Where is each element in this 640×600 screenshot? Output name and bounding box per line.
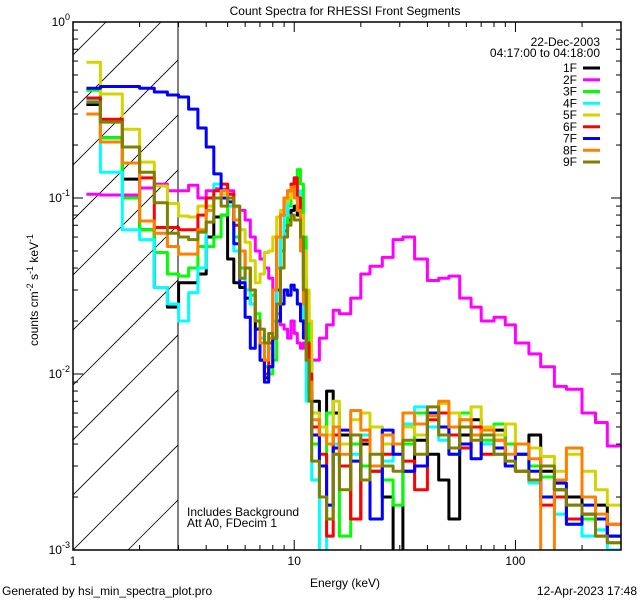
series-layer xyxy=(86,60,621,550)
legend-label-4F: 4F xyxy=(563,96,577,110)
generated-by-label: Generated by hsi_min_spectra_plot.pro xyxy=(2,584,212,598)
axes: 1 10 100 10-3 10-2 10-1 100 xyxy=(49,12,622,568)
chart-title: Count Spectra for RHESSI Front Segments xyxy=(230,4,461,18)
legend-label-6F: 6F xyxy=(563,120,577,134)
hatch-line xyxy=(73,224,178,331)
x-tick-label: 1 xyxy=(70,554,77,568)
hatch-line xyxy=(73,279,178,386)
hatched-region xyxy=(73,22,178,550)
series-line-9F xyxy=(86,100,621,545)
hatch-line xyxy=(73,389,178,496)
annotation-background: Includes Background xyxy=(187,505,299,519)
legend-label-1F: 1F xyxy=(563,61,577,75)
hatch-line xyxy=(73,59,178,166)
legend-label-3F: 3F xyxy=(563,85,577,99)
legend-label-7F: 7F xyxy=(563,132,577,146)
hatch-line xyxy=(73,444,178,550)
y-tick-label: 10-1 xyxy=(49,188,70,205)
legend-label-8F: 8F xyxy=(563,143,577,157)
time-range-label: 04:17:00 to 04:18:00 xyxy=(490,46,600,60)
legend-label-5F: 5F xyxy=(563,108,577,122)
y-tick-label: 10-2 xyxy=(49,364,70,381)
legend-label-9F: 9F xyxy=(563,155,577,169)
x-axis-label: Energy (keV) xyxy=(310,576,380,590)
y-tick-label: 100 xyxy=(52,12,70,29)
legend-label-2F: 2F xyxy=(563,73,577,87)
plot-frame xyxy=(72,21,622,551)
y-axis-label: counts cm-2 s-1 keV-1 xyxy=(25,234,41,346)
x-tick-label: 100 xyxy=(505,554,525,568)
date-label: 22-Dec-2003 xyxy=(531,35,601,49)
timestamp-label: 12-Apr-2023 17:48 xyxy=(537,584,637,598)
x-tick-label: 10 xyxy=(288,554,302,568)
y-tick-label: 10-3 xyxy=(49,540,70,557)
annotation-attenuator: Att A0, FDecim 1 xyxy=(187,516,277,530)
